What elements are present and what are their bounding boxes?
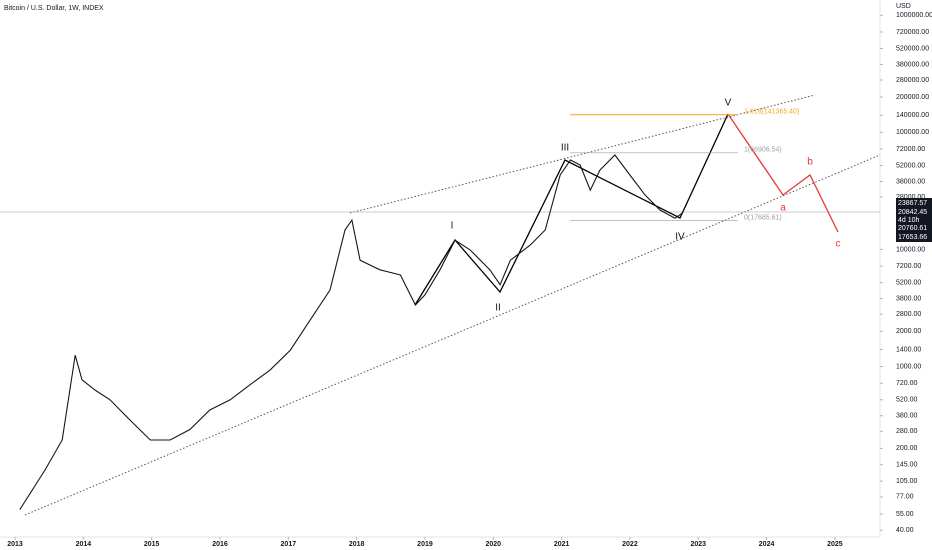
- y-tick-label: 77.00: [896, 494, 914, 501]
- wave-label: II: [495, 303, 501, 314]
- y-tick-label: 280.00: [896, 428, 918, 435]
- x-tick-label: 2013: [7, 541, 23, 548]
- wave-labels: I II III IV V a b c: [451, 98, 841, 314]
- y-tick-label: 10000.00: [896, 246, 925, 253]
- price-label: 4d 10h: [898, 217, 920, 224]
- y-tick-label: 3800.00: [896, 295, 921, 302]
- x-tick-label: 2015: [144, 541, 160, 548]
- y-tick-label: 1400.00: [896, 346, 921, 353]
- y-tick-label: 5200.00: [896, 280, 921, 287]
- y-tick-label: 100000.00: [896, 129, 929, 136]
- fib-label: 1(66906.54): [744, 147, 782, 154]
- chart-title: Bitcoin / U.S. Dollar, 1W, INDEX: [4, 5, 104, 12]
- fib-label: 1.618(141365.40): [744, 109, 799, 116]
- y-tick-label: 200.00: [896, 445, 918, 452]
- y-tick-label: 380000.00: [896, 61, 929, 68]
- y-tick-label: 380.00: [896, 413, 918, 420]
- y-tick-label: 520000.00: [896, 45, 929, 52]
- correction-path: [727, 113, 839, 233]
- wave-label: V: [725, 98, 732, 109]
- y-tick-label: 720.00: [896, 380, 918, 387]
- y-tick-label: 52000.00: [896, 162, 925, 169]
- x-tick-label: 2017: [281, 541, 297, 548]
- y-tick-label: 720000.00: [896, 29, 929, 36]
- wave-path: [414, 113, 729, 306]
- price-label: 20842.45: [898, 209, 927, 216]
- y-tick-label: 55.00: [896, 511, 914, 518]
- y-tick-label: 140000.00: [896, 112, 929, 119]
- wave-label: III: [561, 143, 569, 154]
- x-tick-label: 2019: [417, 541, 433, 548]
- y-tick-label: 2800.00: [896, 311, 921, 318]
- x-tick-label: 2016: [212, 541, 228, 548]
- y-tick-label: 1000.00: [896, 363, 921, 370]
- x-tick-label: 2021: [554, 541, 570, 548]
- x-tick-label: 2023: [690, 541, 706, 548]
- y-tick-label: 28000.00: [896, 194, 925, 201]
- y-tick-label: 40.00: [896, 527, 914, 534]
- y-tick-label: 38000.00: [896, 178, 925, 185]
- x-tick-label: 2020: [486, 541, 502, 548]
- y-tick-label: 200000.00: [896, 94, 929, 101]
- price-label: 17653.66: [898, 234, 927, 241]
- x-tick-label: 2024: [759, 541, 775, 548]
- price-label: 23867.57: [898, 200, 927, 207]
- y-tick-label: 145.00: [896, 462, 918, 469]
- price-label-box: [896, 198, 932, 242]
- y-tick-label: 7200.00: [896, 263, 921, 270]
- y-tick-label: 280000.00: [896, 77, 929, 84]
- x-tick-label: 2018: [349, 541, 365, 548]
- trend-lower: [24, 154, 881, 516]
- y-unit: USD: [896, 3, 911, 10]
- y-tick-label: 105.00: [896, 478, 918, 485]
- wave-label: b: [807, 157, 813, 168]
- fib-label: 0(17685.61): [744, 214, 782, 221]
- wave-label: I: [451, 221, 454, 232]
- price-series: [19, 154, 683, 510]
- y-tick-label: 72000.00: [896, 146, 925, 153]
- wave-label: c: [836, 239, 841, 250]
- x-tick-label: 2025: [827, 541, 843, 548]
- y-tick-label: 2000.00: [896, 328, 921, 335]
- price-label: 20760.61: [898, 225, 927, 232]
- x-tick-label: 2014: [76, 541, 92, 548]
- wave-label: a: [780, 203, 786, 214]
- x-tick-label: 2022: [622, 541, 638, 548]
- y-tick-label: 1000000.00: [896, 12, 932, 19]
- wave-label: IV: [675, 232, 685, 243]
- y-tick-label: 520.00: [896, 397, 918, 404]
